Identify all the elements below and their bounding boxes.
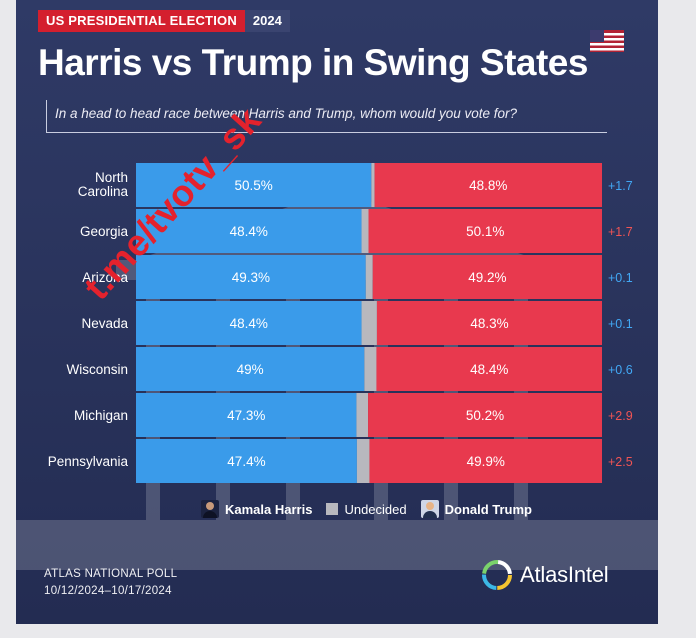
harris-value-label: 48.4% bbox=[230, 224, 268, 239]
undecided-bar bbox=[364, 347, 377, 391]
source-name: ATLAS NATIONAL POLL bbox=[44, 568, 178, 580]
legend-undecided-label: Undecided bbox=[344, 501, 407, 517]
trump-value-label: 50.1% bbox=[466, 224, 504, 239]
margin-label: +2.9 bbox=[608, 409, 633, 423]
subtitle: In a head to head race between Harris an… bbox=[55, 106, 518, 121]
margin-label: +0.6 bbox=[608, 363, 633, 377]
poll-source: ATLAS NATIONAL POLL 10/12/2024–10/17/202… bbox=[44, 566, 177, 600]
trump-bar bbox=[376, 347, 602, 391]
tag-label: US PRESIDENTIAL ELECTION bbox=[38, 10, 245, 32]
category-label: North Carolina bbox=[78, 170, 129, 199]
margin-label: +0.1 bbox=[608, 317, 633, 331]
legend-harris: Kamala Harris bbox=[201, 500, 312, 518]
harris-value-label: 49% bbox=[237, 362, 264, 377]
harris-value-label: 48.4% bbox=[230, 316, 268, 331]
trump-value-label: 50.2% bbox=[466, 408, 504, 423]
margin-label: +1.7 bbox=[608, 179, 633, 193]
margin-label: +2.5 bbox=[608, 455, 633, 469]
trump-value-label: 49.9% bbox=[467, 454, 505, 469]
trump-value-label: 48.4% bbox=[470, 362, 508, 377]
harris-bar bbox=[136, 255, 366, 299]
trump-bar bbox=[368, 209, 602, 253]
harris-value-label: 47.3% bbox=[227, 408, 265, 423]
legend-trump: Donald Trump bbox=[420, 500, 532, 518]
undecided-bar bbox=[356, 393, 369, 437]
harris-bar bbox=[136, 347, 365, 391]
harris-value-label: 47.4% bbox=[227, 454, 265, 469]
category-label: Pennsylvania bbox=[48, 454, 129, 469]
trump-bar bbox=[374, 163, 602, 207]
subtitle-frame: In a head to head race between Harris an… bbox=[46, 100, 607, 133]
trump-value-label: 49.2% bbox=[468, 270, 506, 285]
category-label: Arizona bbox=[82, 270, 128, 285]
page-title: Harris vs Trump in Swing States bbox=[38, 42, 588, 83]
source-dates: 10/12/2024–10/17/2024 bbox=[44, 585, 172, 597]
undecided-bar bbox=[365, 255, 373, 299]
margin-label: +0.1 bbox=[608, 271, 633, 285]
harris-bar bbox=[136, 439, 357, 483]
harris-bar bbox=[136, 393, 357, 437]
legend-undecided: Undecided bbox=[326, 501, 407, 517]
undecided-swatch-icon bbox=[326, 503, 339, 515]
margin-label: +1.7 bbox=[608, 225, 633, 239]
harris-value-label: 49.3% bbox=[232, 270, 270, 285]
undecided-bar bbox=[361, 301, 377, 345]
atlasintel-logo-icon bbox=[482, 560, 512, 590]
undecided-bar bbox=[371, 163, 375, 207]
logo-text: AtlasIntel bbox=[520, 562, 609, 587]
trump-bar bbox=[376, 301, 602, 345]
category-label: Michigan bbox=[74, 408, 128, 423]
harris-value-label: 50.5% bbox=[235, 178, 273, 193]
poll-card: US PRESIDENTIAL ELECTION 2024 Harris vs … bbox=[16, 0, 658, 624]
swing-state-chart: North Carolina 50.5% 48.8% +1.7 Georgia 48.4% 5… bbox=[48, 163, 633, 483]
us-flag-icon bbox=[590, 30, 624, 52]
trump-bar bbox=[368, 393, 602, 437]
trump-value-label: 48.3% bbox=[470, 316, 508, 331]
atlasintel-logo: AtlasIntel bbox=[482, 560, 609, 590]
trump-avatar-icon bbox=[420, 500, 439, 518]
category-label: Georgia bbox=[80, 224, 129, 239]
undecided-bar bbox=[361, 209, 369, 253]
harris-avatar-icon bbox=[201, 500, 219, 518]
category-label: Nevada bbox=[81, 316, 128, 331]
trump-bar bbox=[372, 255, 602, 299]
tag-year: 2024 bbox=[244, 10, 290, 32]
harris-bar bbox=[136, 209, 362, 253]
trump-bar bbox=[369, 439, 602, 483]
trump-value-label: 48.8% bbox=[469, 178, 507, 193]
legend: Kamala Harris Undecided Donald Trump bbox=[201, 500, 532, 518]
category-label: Wisconsin bbox=[66, 362, 128, 377]
legend-trump-label: Donald Trump bbox=[444, 501, 532, 517]
harris-bar bbox=[136, 163, 372, 207]
header-tag: US PRESIDENTIAL ELECTION 2024 bbox=[38, 10, 290, 32]
harris-bar bbox=[136, 301, 362, 345]
undecided-bar bbox=[356, 439, 370, 483]
legend-harris-label: Kamala Harris bbox=[225, 501, 313, 517]
